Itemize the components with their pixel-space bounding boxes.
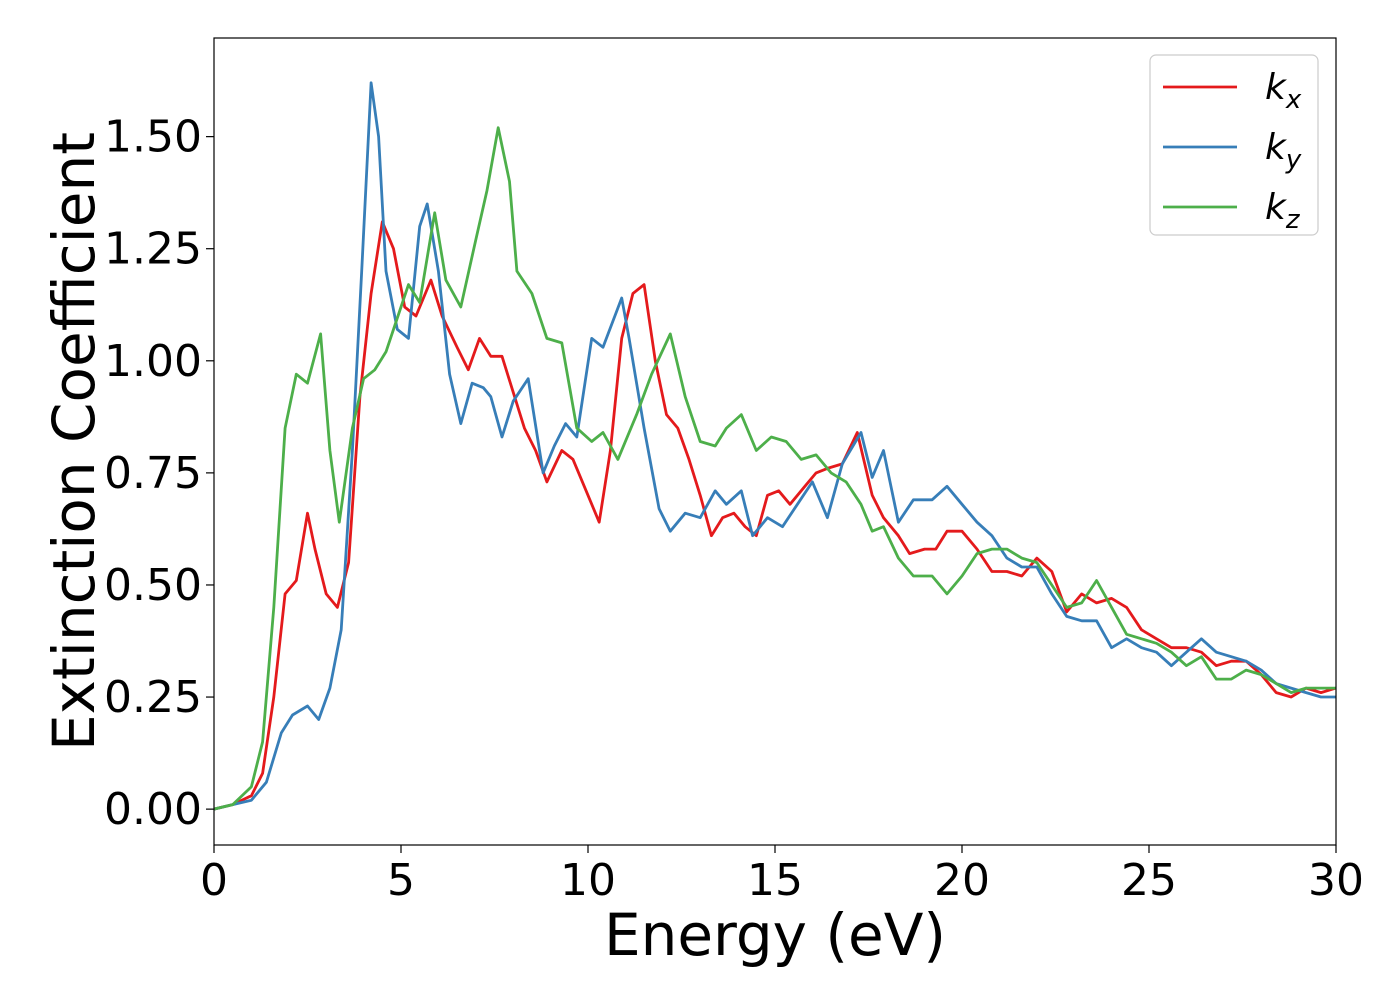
legend-box <box>1149 54 1319 236</box>
y-tick-label: 0.75 <box>104 448 202 499</box>
series-line-k_x <box>214 220 1336 811</box>
x-tick-label: 30 <box>1308 855 1364 906</box>
legend-entry-k_y: ky <box>1265 127 1302 175</box>
y-tick-label: 1.25 <box>104 224 202 275</box>
legend-entry-k_z: kz <box>1265 187 1301 235</box>
x-tick-label: 25 <box>1121 855 1177 906</box>
legend: kx ky kz <box>1149 54 1319 236</box>
series-line-k_z <box>214 126 1336 811</box>
y-tick-label: 0.25 <box>104 672 202 723</box>
x-tick-label: 5 <box>387 855 415 906</box>
x-tick-label: 10 <box>560 855 616 906</box>
y-tick-label: 1.00 <box>104 336 202 387</box>
x-axis-ticks: 0 5 10 15 20 25 30 <box>200 845 1364 906</box>
legend-entry-k_x: kx <box>1265 67 1302 115</box>
y-axis-ticks: 0.00 0.25 0.50 0.75 1.00 1.25 1.50 <box>104 112 214 835</box>
y-axis-title: Extinction Coefficient <box>40 132 108 751</box>
x-tick-label: 0 <box>200 855 228 906</box>
x-axis-title: Energy (eV) <box>604 901 946 969</box>
y-tick-label: 0.50 <box>104 560 202 611</box>
y-tick-label: 0.00 <box>104 784 202 835</box>
series-lines <box>214 81 1336 811</box>
series-line-k_y <box>214 81 1336 811</box>
x-tick-label: 15 <box>747 855 803 906</box>
y-tick-label: 1.50 <box>104 112 202 163</box>
x-tick-label: 20 <box>934 855 990 906</box>
